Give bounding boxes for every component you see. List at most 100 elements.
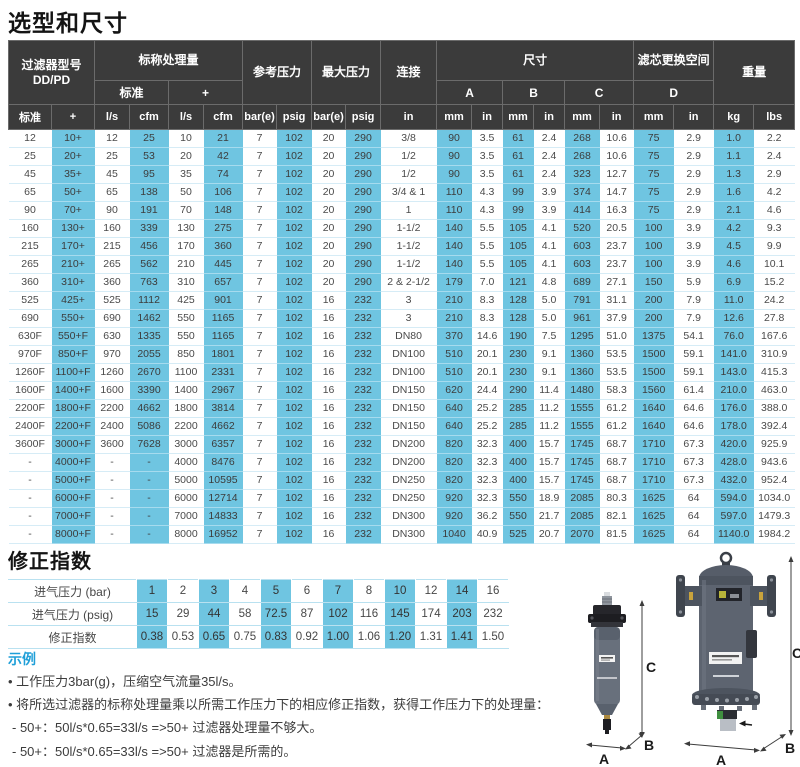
table-cell: 102 [276,183,312,202]
correction-cell: 5 [260,579,292,603]
table-cell: 65 [94,183,130,202]
table-cell: 1984.2 [753,525,795,544]
table-cell: 106 [203,183,243,202]
table-cell: 210.0 [713,381,754,400]
correction-cell: 2 [167,579,199,603]
table-cell: 3814 [203,399,243,418]
table-cell: 53.5 [599,363,634,382]
table-cell: 4662 [203,417,243,436]
table-cell: 791 [564,291,600,310]
col-header-dim-d: D [633,80,715,105]
table-cell: 15.7 [533,453,565,472]
table-cell: 3.5 [471,129,503,148]
table-cell: 9.1 [533,345,565,364]
table-cell: 7 [242,183,277,202]
table-cell: 102 [276,327,312,346]
unit-header-cell: in [471,104,504,130]
table-cell: 99 [502,201,534,220]
unit-header-cell: l/s [168,104,205,130]
table-cell: 11.2 [533,399,565,418]
table-cell: 943.6 [753,453,795,472]
col-header-dimensions: 尺寸 [436,40,635,81]
table-cell: 102 [276,471,312,490]
table-cell: 370 [436,327,472,346]
correction-cell: 0.92 [291,625,323,649]
table-cell: 20 [311,255,346,274]
table-cell: 2085 [564,507,600,526]
table-cell: 27.1 [599,273,634,292]
table-cell: 3390 [129,381,169,400]
table-cell: 82.1 [599,507,634,526]
table-cell: 102 [276,129,312,148]
small-filter-figure: C A B [586,592,656,767]
correction-cell: 116 [353,602,385,626]
correction-table: 进气压力 (bar) 1 2 3 4 5 6 7 8 10 12 14 16 进气压力 (psig) 15 2… [8,579,509,649]
table-cell: 525 [8,291,52,310]
unit-header-cell: mm [502,104,535,130]
table-cell: 1745 [564,453,600,472]
table-cell: 9.1 [533,363,565,382]
table-cell: 7 [242,525,277,544]
table-cell: 690 [8,309,52,328]
table-cell: 102 [276,291,312,310]
table-row: -5000+F - -5000 10595 7 102 16 232 DN250 820 32.3 4… [8,471,795,490]
table-cell: 2670 [129,363,169,382]
table-cell: 2.4 [533,129,565,148]
correction-cell: 6 [291,579,323,603]
unit-header-cell: mm [633,104,675,130]
table-cell: 100 [633,237,674,256]
table-cell: 820 [436,471,472,490]
table-cell: 8.3 [471,309,503,328]
table-cell: 40.9 [471,525,503,544]
table-cell: 170+ [51,237,95,256]
table-cell: DN300 [380,507,437,526]
table-cell: 42 [203,147,243,166]
table-cell: 7000+F [51,507,95,526]
table-cell: 210 [168,255,204,274]
table-cell: 520 [564,219,600,238]
table-cell: 80.3 [599,489,634,508]
table-cell: 102 [276,381,312,400]
table-cell: 215 [8,237,52,256]
table-cell: 61 [502,147,534,166]
table-cell: 200 [633,309,674,328]
table-cell: 1555 [564,417,600,436]
table-cell: 11.0 [713,291,754,310]
table-row: 160 130+ 160 339 130 275 7 102 20 290 1-1/2 140 5.5 1… [8,219,795,238]
table-cell: 630 [94,327,130,346]
table-cell: 550 [502,489,534,508]
table-cell: 1625 [633,507,674,526]
table-cell: 820 [436,453,472,472]
table-cell: 414 [564,201,600,220]
table-cell: 7 [242,309,277,328]
table-cell: 265 [8,255,52,274]
table-cell: 2400F [8,417,52,436]
table-cell: - [94,471,130,490]
table-cell: 400 [502,453,534,472]
table-cell: 61.4 [673,381,714,400]
correction-row-label: 修正指数 [8,625,137,649]
table-cell: 58.3 [599,381,634,400]
table-row: 215 170+ 215 456 170 360 7 102 20 290 1-1/2 140 5.5 1… [8,237,795,256]
correction-row: 进气压力 (bar) 1 2 3 4 5 6 7 8 10 12 14 16 [8,579,509,603]
table-cell: 76.0 [713,327,754,346]
table-cell: 7 [242,147,277,166]
table-cell: 1800 [168,399,204,418]
col-header-dim-c: C [564,80,635,105]
dim-label-c: C [646,659,656,675]
table-cell: 1034.0 [753,489,795,508]
table-cell: DN150 [380,417,437,436]
col-header-ref-pressure: 参考压力 [242,40,313,105]
table-cell: 2 & 2-1/2 [380,273,437,292]
table-cell: 12 [8,129,52,148]
table-cell: 10.6 [599,147,634,166]
table-cell: 2.9 [673,147,714,166]
table-cell: 2.2 [753,129,795,148]
table-cell: 20.1 [471,363,503,382]
table-cell: 2.4 [533,147,565,166]
table-cell: 232 [345,417,381,436]
table-cell: 67.3 [673,471,714,490]
table-cell: 90 [436,129,472,148]
table-cell: DN150 [380,381,437,400]
table-cell: 10.6 [599,129,634,148]
